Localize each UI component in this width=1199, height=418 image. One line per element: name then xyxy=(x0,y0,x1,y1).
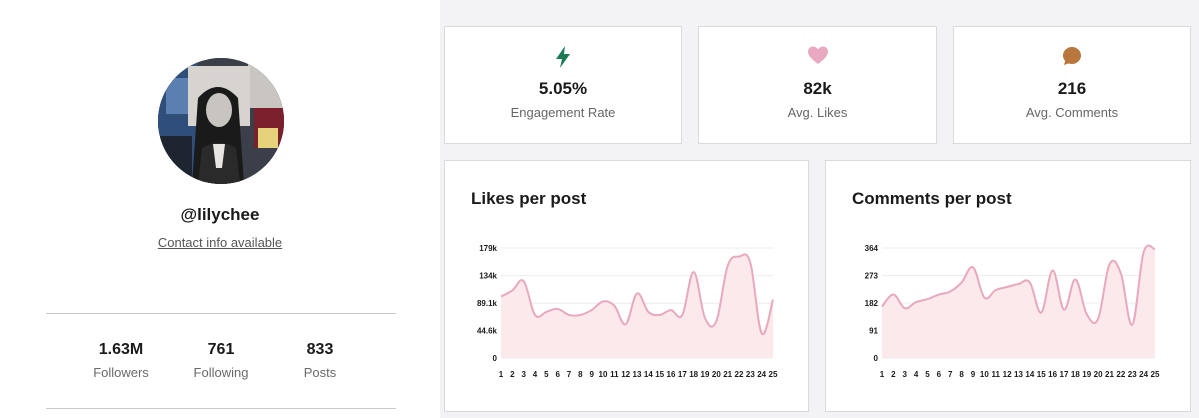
x-tick-label: 9 xyxy=(971,370,976,379)
x-tick-label: 2 xyxy=(891,370,896,379)
series-area xyxy=(882,245,1155,358)
x-tick-label: 18 xyxy=(689,370,698,379)
x-tick-label: 13 xyxy=(1014,370,1023,379)
y-tick-label: 273 xyxy=(865,272,879,281)
following-count: 761 xyxy=(207,341,235,358)
x-tick-label: 11 xyxy=(610,370,619,379)
y-tick-label: 179k xyxy=(479,244,497,253)
bolt-icon xyxy=(445,45,681,69)
stat-posts: 833 Posts xyxy=(270,341,370,380)
x-tick-label: 16 xyxy=(1048,370,1057,379)
x-tick-label: 4 xyxy=(914,370,919,379)
comment-icon xyxy=(954,45,1190,69)
x-tick-label: 22 xyxy=(735,370,744,379)
x-tick-label: 8 xyxy=(959,370,964,379)
x-tick-label: 13 xyxy=(633,370,642,379)
x-tick-label: 10 xyxy=(599,370,608,379)
x-tick-label: 10 xyxy=(980,370,989,379)
x-tick-label: 21 xyxy=(1105,370,1114,379)
x-tick-label: 1 xyxy=(499,370,504,379)
y-tick-label: 91 xyxy=(869,327,878,336)
y-tick-label: 364 xyxy=(865,244,879,253)
x-tick-label: 24 xyxy=(1139,370,1148,379)
username: @lilychee xyxy=(180,205,260,224)
x-tick-label: 8 xyxy=(578,370,583,379)
stat-following: 761 Following xyxy=(171,341,271,380)
x-tick-label: 19 xyxy=(1082,370,1091,379)
comments-chart-card: Comments per post 364 273 182 91 0 1 2 3 4 5 6 7 8 9 1… xyxy=(825,160,1191,412)
x-tick-label: 20 xyxy=(1094,370,1103,379)
heart-icon xyxy=(699,45,936,69)
x-tick-label: 23 xyxy=(746,370,755,379)
x-tick-label: 18 xyxy=(1071,370,1080,379)
x-tick-label: 17 xyxy=(678,370,687,379)
engagement-rate-card: 5.05% Engagement Rate xyxy=(444,26,682,144)
x-tick-label: 19 xyxy=(701,370,710,379)
x-tick-label: 16 xyxy=(667,370,676,379)
avg-likes-label: Avg. Likes xyxy=(787,105,848,120)
profile-panel: @lilychee Contact info available 1.63M F… xyxy=(0,0,440,418)
x-tick-label: 1 xyxy=(880,370,885,379)
divider xyxy=(46,408,396,409)
avg-comments-value: 216 xyxy=(1057,79,1087,98)
x-tick-label: 6 xyxy=(937,370,942,379)
followers-label: Followers xyxy=(93,365,149,380)
x-tick-label: 5 xyxy=(544,370,549,379)
chart-title: Likes per post xyxy=(471,189,587,208)
x-tick-label: 6 xyxy=(555,370,560,379)
x-tick-label: 25 xyxy=(1151,370,1160,379)
x-tick-label: 22 xyxy=(1116,370,1125,379)
avg-comments-label: Avg. Comments xyxy=(1025,105,1119,120)
engagement-rate-value: 5.05% xyxy=(538,79,588,98)
posts-label: Posts xyxy=(303,365,337,380)
x-tick-label: 7 xyxy=(567,370,572,379)
x-tick-label: 12 xyxy=(1003,370,1012,379)
x-tick-label: 7 xyxy=(948,370,953,379)
x-tick-label: 3 xyxy=(903,370,908,379)
divider xyxy=(46,313,396,314)
avg-comments-card: 216 Avg. Comments xyxy=(953,26,1191,144)
x-tick-label: 15 xyxy=(1037,370,1046,379)
x-tick-label: 23 xyxy=(1128,370,1137,379)
y-tick-label: 134k xyxy=(479,272,497,281)
x-tick-label: 21 xyxy=(723,370,732,379)
x-tick-label: 20 xyxy=(712,370,721,379)
engagement-rate-label: Engagement Rate xyxy=(510,105,616,120)
x-tick-label: 3 xyxy=(521,370,526,379)
x-tick-label: 11 xyxy=(992,370,1001,379)
likes-chart-card: Likes per post 179k 134k 89.1k 44.6k 0 1 2 3 4 5 6… xyxy=(444,160,809,412)
avg-likes-card: 82k Avg. Likes xyxy=(698,26,937,144)
series-line xyxy=(881,244,1156,326)
x-tick-label: 15 xyxy=(655,370,664,379)
x-tick-label: 14 xyxy=(1025,370,1034,379)
x-tick-label: 9 xyxy=(589,370,594,379)
x-tick-label: 25 xyxy=(769,370,778,379)
y-tick-label: 44.6k xyxy=(477,327,498,336)
y-tick-label: 182 xyxy=(865,299,879,308)
x-tick-label: 17 xyxy=(1060,370,1069,379)
chart-title: Comments per post xyxy=(852,189,1012,208)
x-tick-label: 24 xyxy=(757,370,766,379)
y-tick-label: 0 xyxy=(874,354,879,363)
x-tick-label: 12 xyxy=(621,370,630,379)
y-tick-label: 89.1k xyxy=(477,299,498,308)
followers-count: 1.63M xyxy=(98,341,144,358)
contact-info-link[interactable]: Contact info available xyxy=(157,235,283,250)
avg-likes-value: 82k xyxy=(803,79,832,98)
posts-count: 833 xyxy=(306,341,334,358)
y-tick-label: 0 xyxy=(493,354,498,363)
x-tick-label: 5 xyxy=(925,370,930,379)
series-line xyxy=(500,253,774,336)
stat-followers: 1.63M Followers xyxy=(71,341,171,380)
x-tick-label: 14 xyxy=(644,370,653,379)
series-area xyxy=(501,254,773,358)
x-tick-label: 2 xyxy=(510,370,515,379)
avatar[interactable] xyxy=(158,58,284,184)
following-label: Following xyxy=(193,365,249,380)
x-tick-label: 4 xyxy=(533,370,538,379)
